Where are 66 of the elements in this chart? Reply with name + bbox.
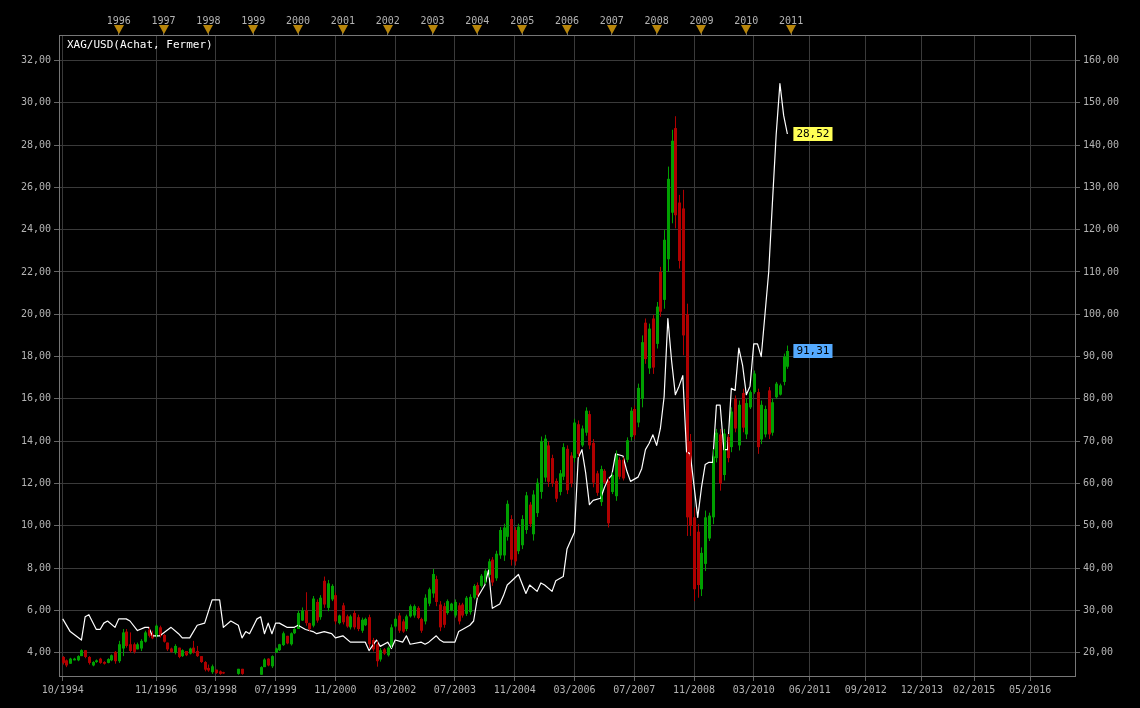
x-tick-label: 02/2015 xyxy=(953,683,996,695)
y2-tick-label: 90,00 xyxy=(1083,350,1114,362)
x2-tick-label: 2003 xyxy=(420,14,445,26)
x-tick-label: 07/1999 xyxy=(254,683,297,695)
y-tick-label: 4,00 xyxy=(26,646,51,658)
text: XAG/USD(Achat, Fermer) xyxy=(67,37,213,51)
x-tick-label: 03/1998 xyxy=(194,683,237,695)
y2-tick-label: 40,00 xyxy=(1083,561,1114,573)
x-tick-label: 06/2011 xyxy=(788,683,831,695)
y-tick-label: 6,00 xyxy=(26,604,51,616)
y2-tick-label: 50,00 xyxy=(1083,519,1114,531)
x2-tick-label: 2000 xyxy=(286,14,311,26)
x2-tick-label: 2010 xyxy=(734,14,759,26)
y2-tick-label: 120,00 xyxy=(1083,223,1120,235)
x-tick-label: 07/2007 xyxy=(613,683,656,695)
y-tick-label: 10,00 xyxy=(20,519,51,531)
x-tick-label: 03/2010 xyxy=(732,683,775,695)
x2-tick-label: 1999 xyxy=(241,14,266,26)
y2-tick-label: 80,00 xyxy=(1083,392,1114,404)
data-label: 28,52 xyxy=(796,126,830,140)
y2-tick-label: 60,00 xyxy=(1083,477,1114,489)
x2-tick-label: 2011 xyxy=(779,14,804,26)
x-tick-label: 11/2008 xyxy=(672,683,716,695)
x-tick-label: 09/2012 xyxy=(844,683,887,695)
y2-tick-label: 30,00 xyxy=(1083,604,1114,616)
x-tick-label: 12/2013 xyxy=(900,683,943,695)
x2-tick-label: 2009 xyxy=(689,14,714,26)
y-tick-label: 22,00 xyxy=(20,265,51,277)
x2-tick-label: 2002 xyxy=(375,14,400,26)
y-tick-label: 24,00 xyxy=(20,223,51,235)
y-tick-label: 26,00 xyxy=(20,180,51,192)
x2-tick-label: 2005 xyxy=(510,14,535,26)
x-tick-label: 10/1994 xyxy=(41,683,84,695)
x-tick-label: 07/2003 xyxy=(433,683,477,695)
x-tick-label: 03/2002 xyxy=(374,683,417,695)
y-tick-label: 30,00 xyxy=(20,96,51,108)
y-tick-label: 16,00 xyxy=(20,392,51,404)
y2-tick-label: 140,00 xyxy=(1083,138,1120,150)
y2-tick-label: 110,00 xyxy=(1083,265,1120,277)
x2-tick-label: 2007 xyxy=(599,14,624,26)
y2-tick-label: 150,00 xyxy=(1083,96,1120,108)
y2-tick-label: 130,00 xyxy=(1083,180,1120,192)
y2-tick-label: 160,00 xyxy=(1083,53,1120,65)
x2-tick-label: 1996 xyxy=(106,14,131,26)
x-tick-label: 11/2004 xyxy=(493,683,536,695)
y-tick-label: 20,00 xyxy=(20,307,51,319)
y-tick-label: 8,00 xyxy=(26,561,51,573)
y-tick-label: 18,00 xyxy=(20,350,51,362)
x-tick-label: 11/1996 xyxy=(135,683,178,695)
y2-tick-label: 70,00 xyxy=(1083,434,1114,446)
x2-tick-label: 2004 xyxy=(465,14,490,26)
x-tick-label: 05/2016 xyxy=(1009,683,1052,695)
text: 91,31 xyxy=(796,343,830,357)
x2-tick-label: 1997 xyxy=(151,14,176,26)
y-tick-label: 32,00 xyxy=(20,53,51,65)
x2-tick-label: 2008 xyxy=(644,14,669,26)
x-tick-label: 11/2000 xyxy=(314,683,357,695)
x-tick-label: 03/2006 xyxy=(553,683,596,695)
x2-tick-label: 2001 xyxy=(330,14,355,26)
y-tick-label: 12,00 xyxy=(20,477,51,489)
x2-tick-label: 1998 xyxy=(196,14,221,26)
y-tick-label: 14,00 xyxy=(20,434,51,446)
x2-tick-label: 2006 xyxy=(554,14,580,26)
y2-tick-label: 20,00 xyxy=(1083,646,1114,658)
y-tick-label: 28,00 xyxy=(20,138,51,150)
y2-tick-label: 100,00 xyxy=(1083,307,1120,319)
